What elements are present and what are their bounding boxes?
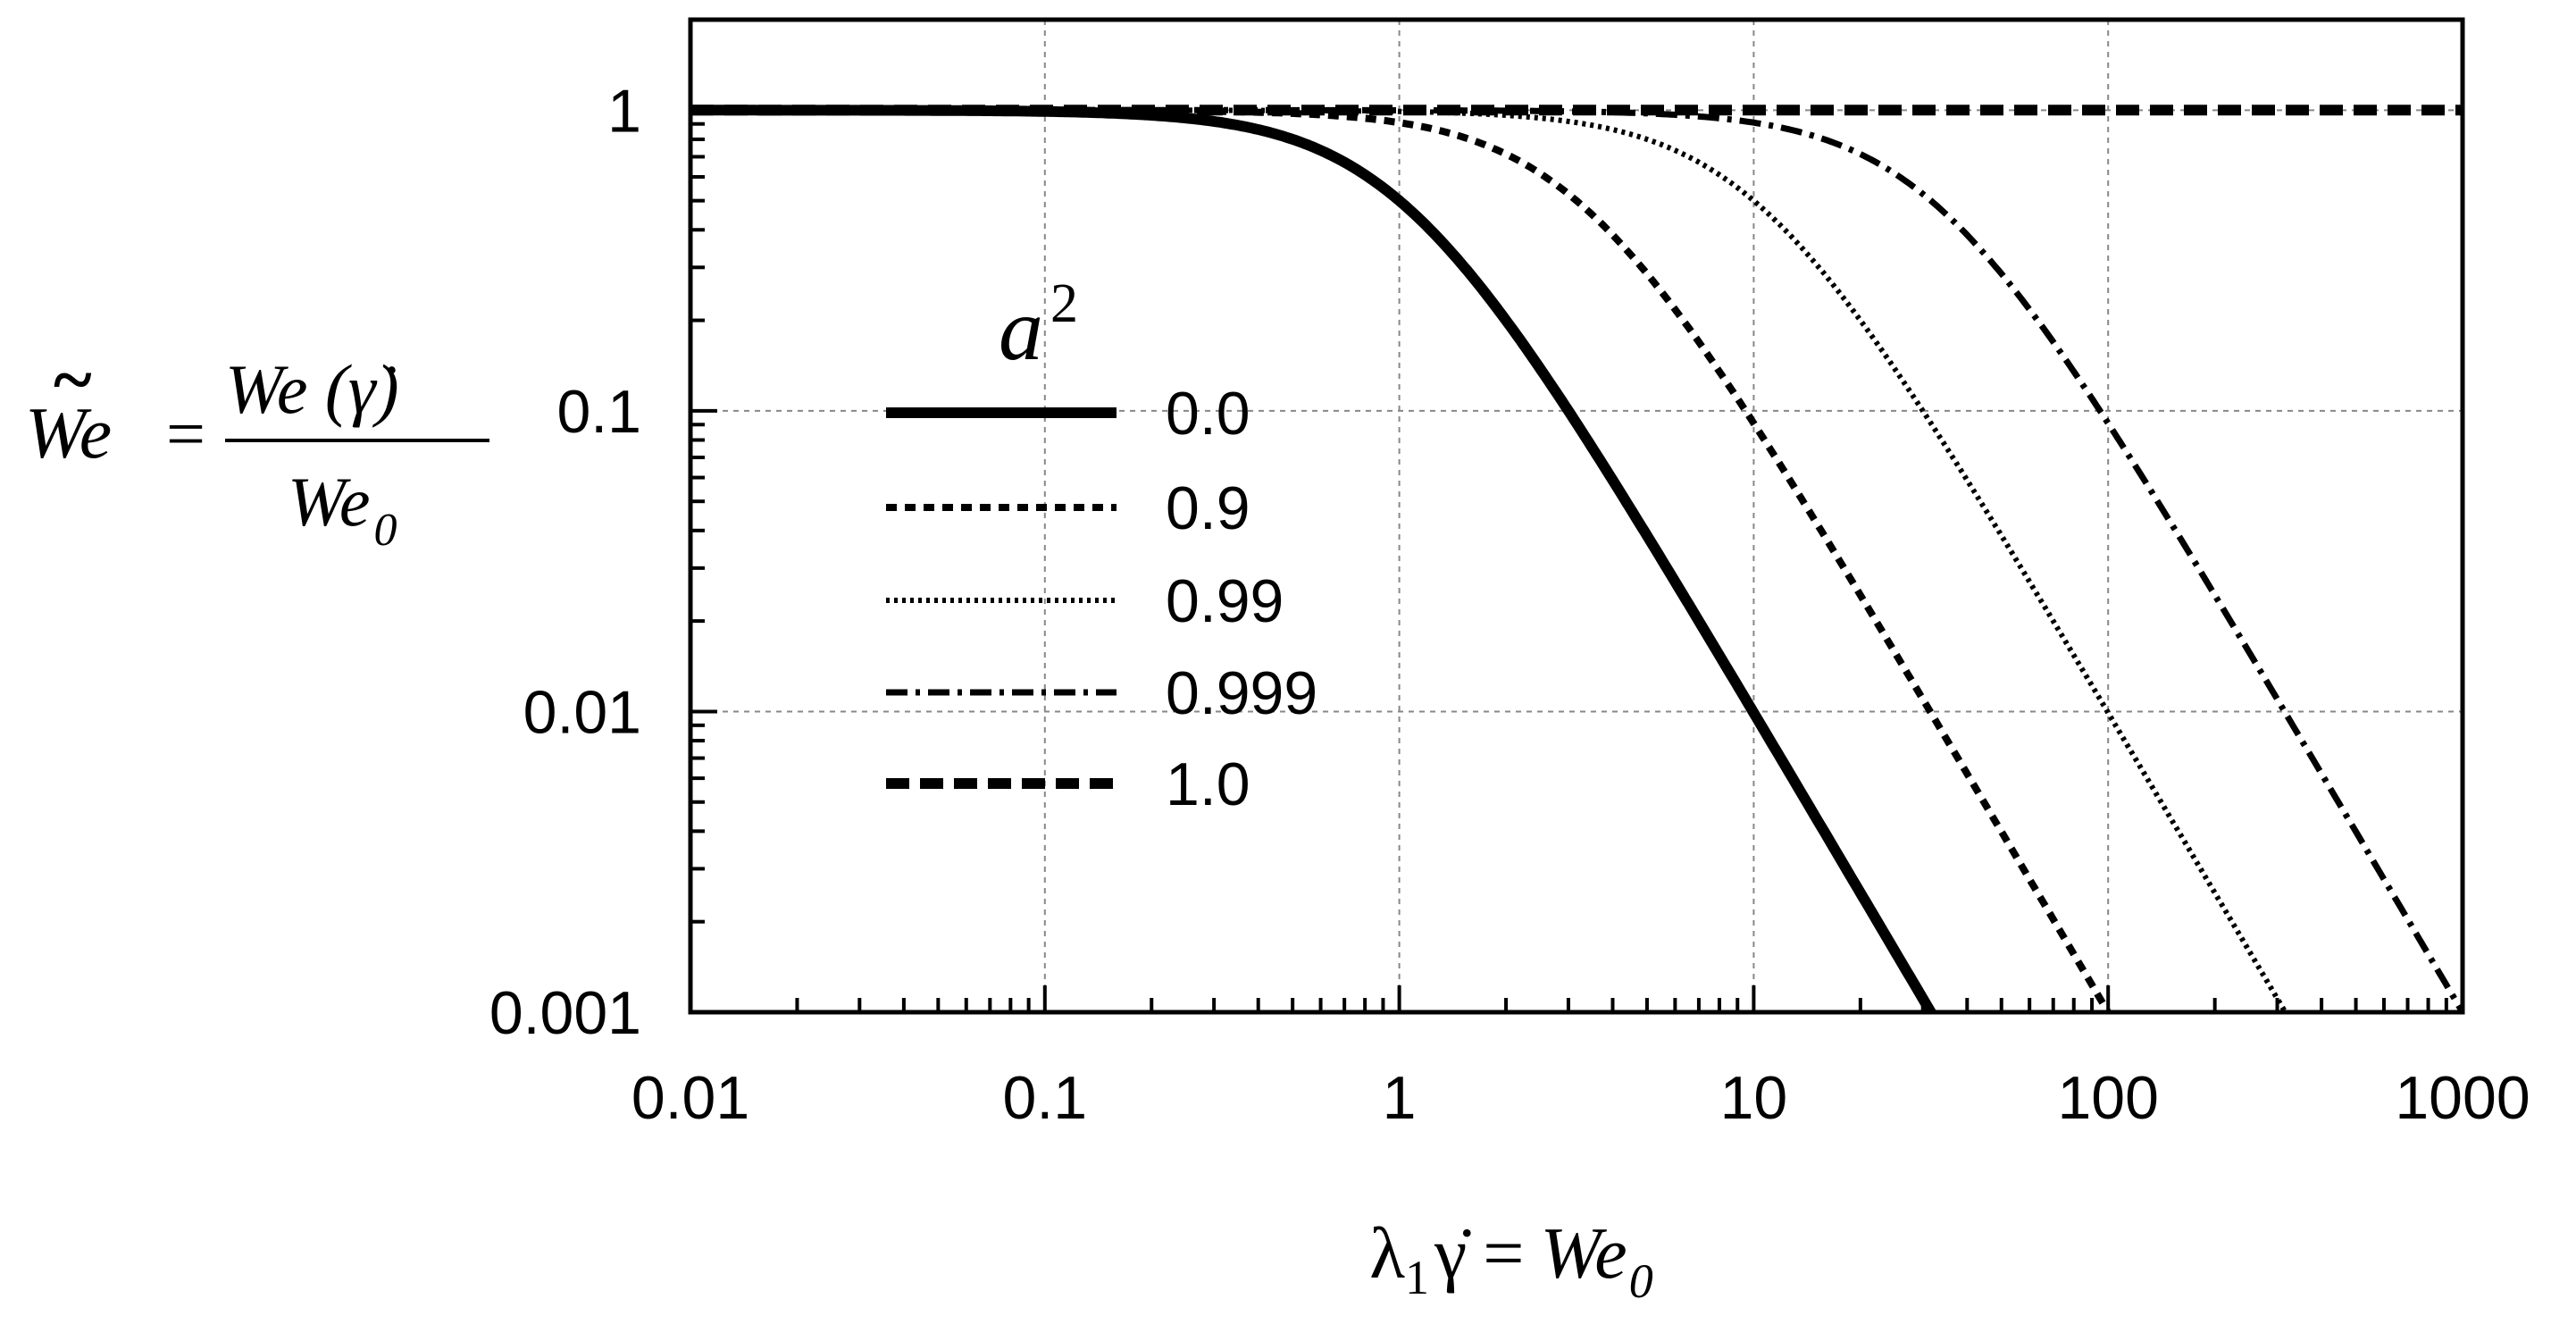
series-line-0.0 [690, 105, 1937, 1012]
x-tick-label: 10 [1720, 1064, 1788, 1132]
series-line-0.99 [690, 107, 2289, 1012]
legend-label-1.0: 1.0 [1166, 750, 1250, 818]
plot-frame [688, 17, 2465, 1015]
y-axis-label: ~ We = We (γ̇) We0 [25, 339, 489, 556]
y-tick-label: 0.001 [489, 979, 641, 1047]
svg-text:λ1γ̇=We0: λ1γ̇ = We0 [1369, 1212, 1652, 1308]
x-tick-label: 100 [2057, 1064, 2158, 1132]
svg-text:~: ~ [54, 339, 92, 420]
series-line-0.999 [690, 106, 2463, 1012]
y-tick-label: 1 [607, 77, 641, 145]
series-line-0.9 [690, 106, 2112, 1012]
major-ticks [689, 108, 2464, 1014]
x-tick-labels: 0.01 0.1 1 10 100 1000 [631, 1064, 2530, 1132]
x-tick-label: 1 [1383, 1064, 1417, 1132]
svg-text:We: We [25, 392, 112, 473]
x-tick-label: 0.01 [631, 1064, 749, 1132]
legend-label-0.0: 0.0 [1166, 380, 1250, 448]
y-tick-labels: 0.001 0.01 0.1 1 [489, 77, 641, 1047]
svg-text:We (γ̇): We (γ̇) [225, 350, 399, 428]
minor-ticks [690, 18, 2448, 1012]
x-tick-label: 1000 [2395, 1064, 2530, 1132]
legend-label-0.9: 0.9 [1166, 474, 1250, 542]
legend-label-0.999: 0.999 [1166, 659, 1317, 727]
legend-label-0.99: 0.99 [1166, 567, 1284, 635]
curves [690, 105, 2463, 1012]
x-axis-label: λ1γ̇ = We0 [1369, 1212, 1652, 1308]
svg-text:=: = [166, 395, 205, 473]
x-tick-label: 0.1 [1003, 1064, 1088, 1132]
svg-text:We0: We0 [288, 463, 397, 556]
gridlines [690, 20, 2463, 1012]
y-tick-label: 0.1 [556, 378, 641, 446]
y-tick-label: 0.01 [523, 678, 641, 746]
